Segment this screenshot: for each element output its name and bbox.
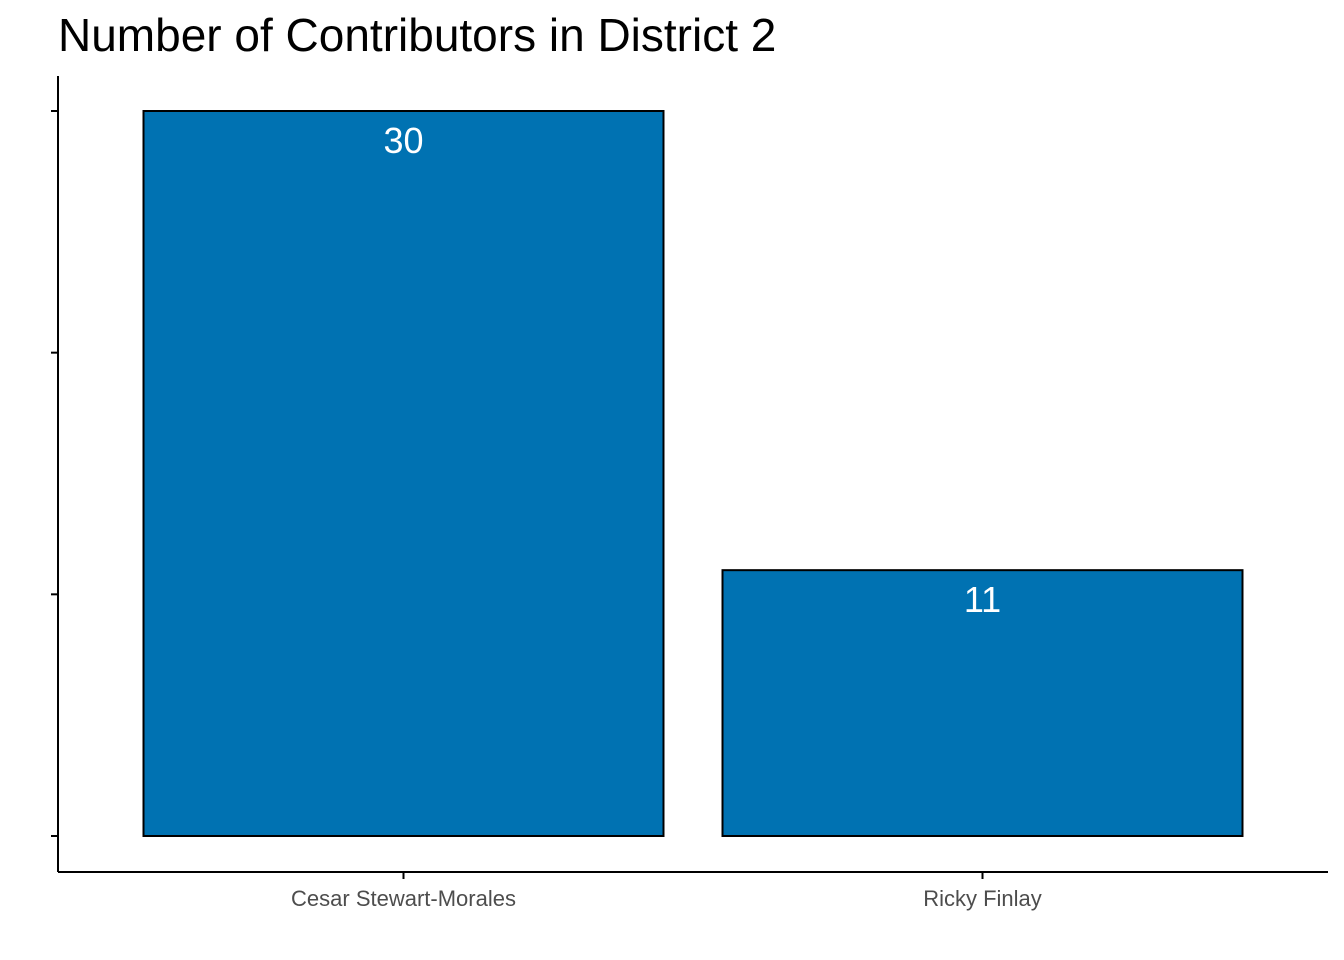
chart-title: Number of Contributors in District 2 xyxy=(58,9,776,61)
x-tick-label-0: Cesar Stewart-Morales xyxy=(291,886,516,911)
bar-1 xyxy=(721,569,1244,838)
data-label-0: 30 xyxy=(383,120,423,161)
axes-layer: Cesar Stewart-Morales Ricky Finlay xyxy=(51,76,1328,911)
data-labels-layer: 30 11 xyxy=(383,120,1001,620)
bars-layer xyxy=(142,110,1244,838)
x-tick-label-1: Ricky Finlay xyxy=(923,886,1042,911)
bar-0 xyxy=(142,110,665,837)
data-label-1: 11 xyxy=(964,579,1001,620)
